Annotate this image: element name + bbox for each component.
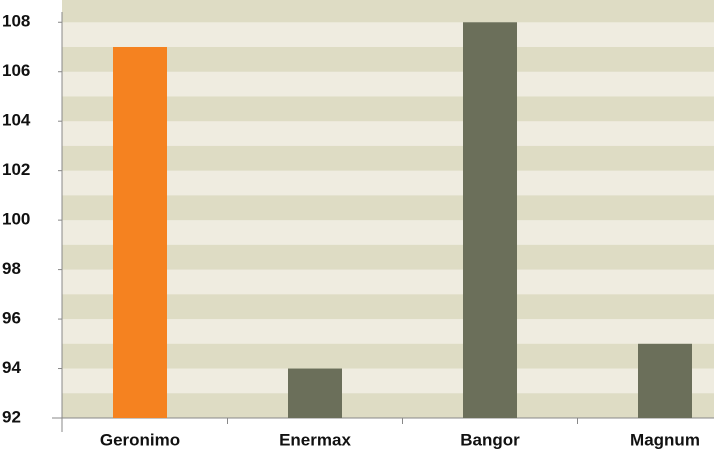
y-tick-label: 96 (2, 309, 21, 328)
bar (463, 22, 517, 419)
grid-band (62, 294, 714, 320)
y-tick-label: 108 (2, 12, 30, 31)
y-tick-label: 94 (2, 358, 21, 377)
x-tick-label: Geronimo (100, 430, 180, 449)
y-tick-label: 102 (2, 160, 30, 179)
y-tick-label: 104 (2, 111, 31, 130)
grid-band (62, 46, 714, 72)
bar (113, 46, 167, 419)
x-tick-label: Magnum (630, 430, 700, 449)
grid-band (62, 145, 714, 171)
y-tick-label: 106 (2, 61, 30, 80)
bar (638, 343, 692, 418)
y-tick-label: 100 (2, 210, 30, 229)
grid-band (62, 96, 714, 122)
x-tick-label: Bangor (460, 430, 520, 449)
y-tick-label: 92 (2, 407, 21, 426)
grid-band (62, 0, 714, 23)
grid-band (62, 393, 714, 418)
y-tick-label: 98 (2, 259, 21, 278)
grid-band (62, 195, 714, 221)
grid-band (62, 343, 714, 369)
bar (288, 368, 342, 418)
grid-band (62, 244, 714, 270)
x-tick-label: Enermax (279, 430, 351, 449)
